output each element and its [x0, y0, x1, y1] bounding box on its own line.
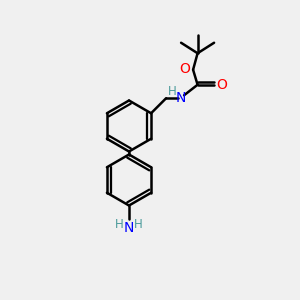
Text: H: H: [168, 85, 177, 98]
Text: O: O: [217, 78, 227, 92]
Text: O: O: [179, 62, 190, 76]
Text: N: N: [124, 220, 134, 235]
Text: H: H: [115, 218, 124, 230]
Text: N: N: [176, 91, 186, 105]
Text: H: H: [134, 218, 143, 230]
